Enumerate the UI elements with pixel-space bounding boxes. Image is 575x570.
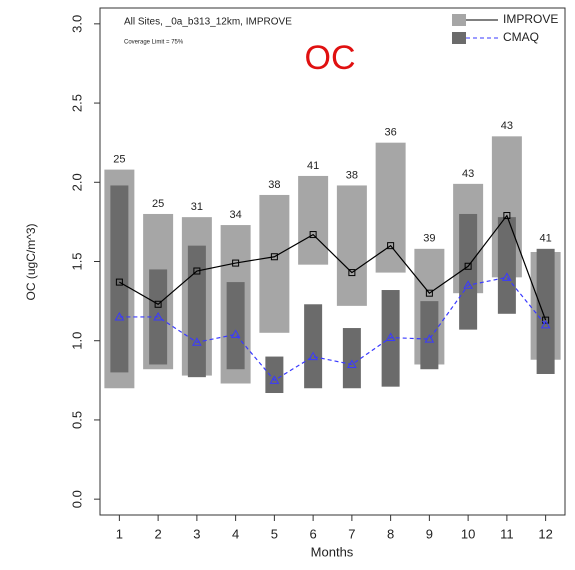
x-tick-label: 4: [232, 526, 239, 541]
x-tick-label: 1: [116, 526, 123, 541]
marker: [192, 337, 202, 346]
marker: [230, 329, 241, 338]
marker: [385, 332, 396, 342]
count-label: 41: [307, 160, 319, 172]
marker: [270, 253, 278, 261]
range-box: [459, 213, 478, 330]
y-tick-label: 2.0: [69, 173, 84, 191]
range-box: [381, 290, 400, 387]
x-tick-label: 7: [348, 526, 355, 541]
x-tick-label: 6: [310, 526, 317, 541]
marker: [114, 311, 125, 321]
count-label: 43: [501, 120, 513, 132]
chart-note: Coverage Limit = 75%: [124, 40, 184, 46]
series-line: [119, 276, 547, 382]
x-tick-label: 8: [387, 526, 394, 541]
marker: [542, 316, 550, 324]
range-box: [259, 194, 290, 333]
marker: [463, 280, 473, 289]
count-label: 38: [346, 169, 358, 181]
legend-swatch: [452, 32, 466, 44]
legend-label: IMPROVE: [503, 12, 558, 26]
marker: [502, 272, 512, 281]
x-axis-label: Months: [311, 544, 354, 559]
marker: [115, 278, 123, 286]
x-tick-label: 2: [155, 526, 162, 541]
x-tick-label: 10: [461, 526, 475, 541]
range-box: [298, 175, 329, 265]
x-tick-label: 11: [500, 526, 514, 541]
x-tick-label: 12: [538, 526, 552, 541]
count-label: 41: [540, 233, 552, 245]
marker: [154, 300, 162, 308]
range-box: [336, 185, 367, 306]
chart-subtitle: All Sites, _0a_b313_12km, IMPROVE: [124, 17, 292, 28]
series-line: [119, 214, 547, 321]
marker: [503, 212, 511, 220]
marker: [424, 334, 435, 343]
range-box: [536, 248, 555, 374]
count-label: 36: [385, 127, 397, 139]
y-tick-label: 1.0: [69, 332, 84, 350]
marker: [308, 351, 318, 361]
marker: [425, 289, 433, 297]
x-tick-label: 9: [426, 526, 433, 541]
y-axis-label: OC (ugC/m^3): [24, 224, 38, 301]
marker: [269, 375, 280, 384]
marker: [153, 311, 163, 321]
y-tick-label: 0.0: [69, 490, 84, 508]
y-tick-label: 3.0: [69, 15, 84, 33]
count-label: 25: [152, 198, 164, 210]
marker: [309, 231, 317, 239]
count-label: 25: [113, 154, 125, 166]
marker: [348, 269, 356, 277]
range-box: [342, 328, 361, 389]
legend-swatch: [452, 14, 466, 26]
range-box: [497, 217, 516, 314]
range-box: [375, 142, 406, 273]
count-label: 34: [230, 209, 242, 221]
count-label: 38: [268, 179, 280, 191]
legend-label: CMAQ: [503, 30, 539, 44]
marker: [347, 359, 357, 368]
x-tick-label: 5: [271, 526, 278, 541]
y-tick-label: 0.5: [69, 411, 84, 429]
range-box: [265, 356, 284, 394]
range-box: [226, 282, 245, 370]
count-label: 31: [191, 201, 203, 213]
x-tick-label: 3: [193, 526, 200, 541]
marker: [540, 319, 551, 329]
count-label: 43: [462, 168, 474, 180]
marker: [232, 259, 240, 267]
marker: [193, 267, 201, 275]
chart-title: OC: [305, 39, 356, 77]
range-box: [187, 245, 206, 378]
count-label: 39: [423, 233, 435, 245]
marker: [387, 242, 395, 250]
y-tick-label: 1.5: [69, 252, 84, 270]
y-tick-label: 2.5: [69, 94, 84, 112]
range-box: [304, 304, 323, 389]
marker: [464, 262, 472, 270]
